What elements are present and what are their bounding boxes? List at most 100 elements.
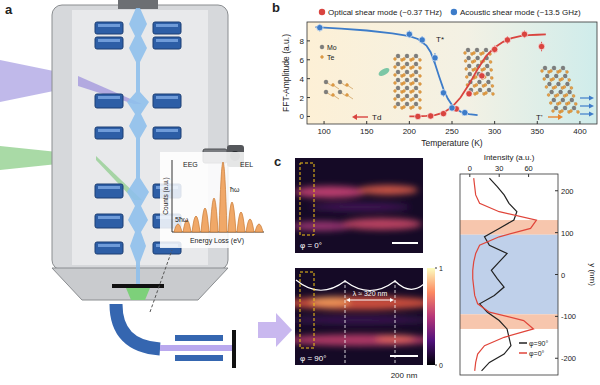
te-atom (403, 66, 406, 69)
annotation: T' (536, 113, 543, 122)
crystal-structures (320, 45, 594, 120)
arrow-head (558, 114, 563, 120)
spectrometer-prism (116, 304, 160, 349)
te-atom (346, 94, 349, 97)
tick-label: 8 (300, 37, 305, 46)
te-atom (419, 59, 422, 62)
lens (95, 214, 123, 228)
mo-atom (396, 54, 400, 58)
te-atom (403, 82, 406, 85)
mo-atom (414, 70, 418, 74)
te-atom (473, 52, 476, 55)
mo-atom (468, 72, 472, 76)
te-atom (394, 74, 397, 77)
mo-atom (405, 54, 409, 58)
mo-atom (543, 66, 547, 70)
tick (435, 268, 437, 269)
te-atom (321, 56, 324, 59)
tick (494, 121, 495, 124)
mo-atom (396, 70, 400, 74)
te-atom (490, 77, 493, 80)
mo-atom (396, 78, 400, 82)
mo-atom (552, 66, 556, 70)
tick-label: -200 (561, 354, 576, 363)
te-atom (561, 110, 564, 113)
legend-marker (451, 9, 457, 15)
mo-atom (405, 86, 409, 90)
mo-atom (566, 82, 570, 86)
mo-atom (561, 98, 565, 102)
te-atom (490, 69, 493, 72)
inset-label: EEG (183, 161, 198, 168)
legend-marker (319, 9, 325, 15)
te-atom (475, 84, 478, 87)
te-atom (474, 76, 477, 79)
data-point (504, 37, 510, 43)
selection-box (300, 163, 314, 235)
lens (95, 127, 123, 139)
te-atom (394, 106, 397, 109)
legend-line (519, 352, 527, 354)
tick (452, 121, 453, 124)
te-atom (491, 85, 494, 88)
te-atom (541, 70, 544, 73)
tick-label: 0 (468, 164, 472, 173)
te-atom (558, 102, 561, 105)
spectrum-peak (246, 219, 254, 232)
spectrum-peak (237, 212, 245, 232)
te-atom (394, 58, 397, 61)
te-atom (419, 83, 422, 86)
te-atom (561, 78, 564, 81)
tick (528, 174, 529, 177)
tick (366, 121, 367, 124)
plot-frame (460, 174, 558, 375)
te-atom (394, 82, 397, 85)
tick (555, 232, 558, 233)
lens (95, 184, 123, 198)
te-atom (567, 102, 570, 105)
mo-atom (414, 86, 418, 90)
tick-label: 350 (531, 127, 545, 136)
te-atom (492, 93, 495, 96)
lens (95, 242, 123, 254)
figure: abcEEGEELħω5ħωCounts (a.u.)Energy Loss (… (0, 0, 600, 385)
tick-label: 150 (360, 127, 374, 136)
data-point (406, 31, 412, 37)
lens (153, 22, 181, 34)
tick-label: 100 (317, 127, 331, 136)
inset-axis (172, 160, 173, 232)
image-label: φ = 90° (300, 354, 326, 363)
te-atom (563, 86, 566, 89)
te-atom (549, 102, 552, 105)
te-atom (484, 84, 487, 87)
tick (307, 116, 310, 117)
spectrum-peak (228, 202, 236, 232)
detector (232, 330, 236, 368)
te-atom (545, 86, 548, 89)
te-atom (419, 91, 422, 94)
sample (112, 284, 164, 288)
tick-label: 400 (573, 127, 587, 136)
mo-atom (487, 80, 491, 84)
peak-label: ħω (230, 186, 240, 193)
mo-atom (396, 102, 400, 106)
mo-atom (405, 102, 409, 106)
lens-highlight (98, 24, 120, 27)
data-point (491, 46, 497, 52)
colorbar (427, 268, 435, 365)
spectrum-peak (201, 208, 209, 232)
tick-label: 4 (300, 75, 305, 84)
inset-label: EEL (240, 161, 253, 168)
mo-atom (557, 82, 561, 86)
te-atom (403, 58, 406, 61)
te-atom (543, 78, 546, 81)
micrograph-bg (295, 158, 423, 253)
tick (555, 190, 558, 191)
mo-atom (338, 90, 342, 94)
mo-atom (405, 70, 409, 74)
mo-atom (405, 78, 409, 82)
te-atom (403, 106, 406, 109)
tick-label: 200 (561, 187, 574, 196)
mo-atom (396, 94, 400, 98)
mo-atom (548, 82, 552, 86)
